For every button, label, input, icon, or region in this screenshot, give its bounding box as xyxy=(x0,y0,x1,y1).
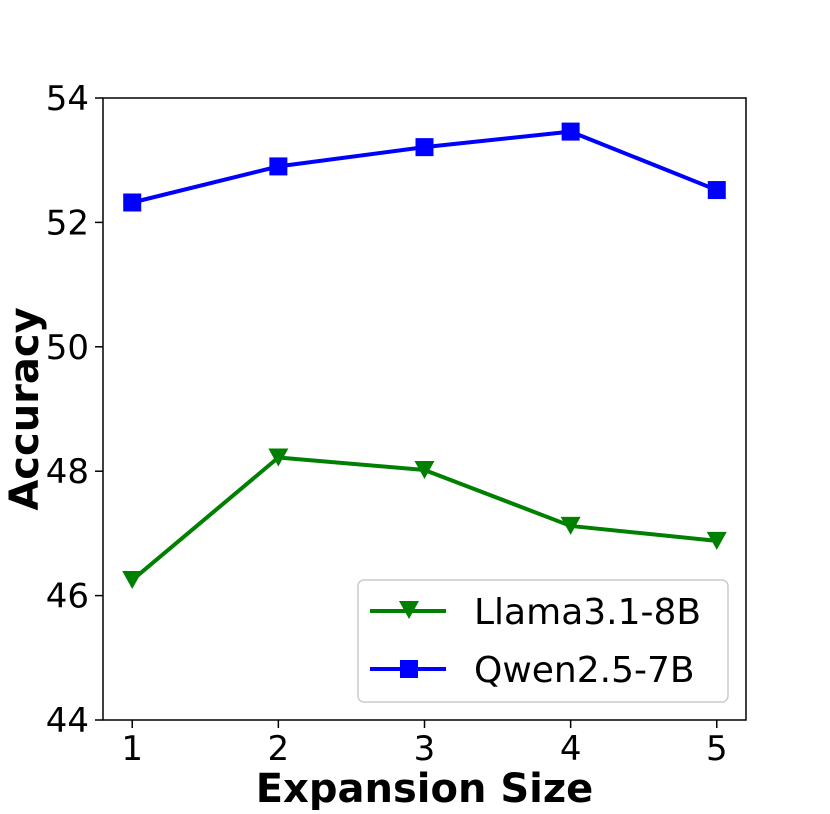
data-point-qwen2-5-7b xyxy=(269,157,288,176)
legend: Llama3.1-8B Qwen2.5-7B xyxy=(357,579,729,703)
data-point-qwen2-5-7b xyxy=(561,122,580,141)
x-tick-label: 3 xyxy=(414,729,436,769)
data-point-llama3-1-8b xyxy=(414,460,435,479)
data-point-qwen2-5-7b xyxy=(415,138,434,157)
y-tick-label: 50 xyxy=(46,328,89,368)
y-axis: 44 46 48 50 52 54 xyxy=(46,79,103,741)
legend-marker-qwen xyxy=(400,660,418,678)
data-point-llama3-1-8b xyxy=(560,516,581,535)
legend-marker-llama xyxy=(399,601,419,619)
data-point-llama3-1-8b xyxy=(706,531,727,550)
legend-label-qwen: Qwen2.5-7B xyxy=(474,650,695,691)
x-tick-label: 4 xyxy=(560,729,582,769)
y-tick-label: 48 xyxy=(46,452,89,492)
legend-label-llama: Llama3.1-8B xyxy=(474,592,701,633)
data-point-qwen2-5-7b xyxy=(123,193,142,212)
y-tick-label: 44 xyxy=(46,701,89,741)
plot-frame xyxy=(102,97,747,721)
y-tick-label: 46 xyxy=(46,577,89,617)
data-point-qwen2-5-7b xyxy=(707,181,726,200)
x-tick-label: 1 xyxy=(121,729,143,769)
y-axis-label: Accuracy xyxy=(2,307,48,510)
x-axis-label: Expansion Size xyxy=(256,766,594,810)
legend-box xyxy=(357,579,729,703)
data-point-llama3-1-8b xyxy=(268,448,289,467)
y-tick-label: 52 xyxy=(46,203,89,243)
x-tick-label: 2 xyxy=(268,729,290,769)
series-layer xyxy=(122,122,727,590)
data-point-llama3-1-8b xyxy=(122,571,143,590)
x-tick-label: 5 xyxy=(706,729,728,769)
y-tick-label: 54 xyxy=(46,79,89,119)
x-axis: 1 2 3 4 5 xyxy=(121,720,728,769)
